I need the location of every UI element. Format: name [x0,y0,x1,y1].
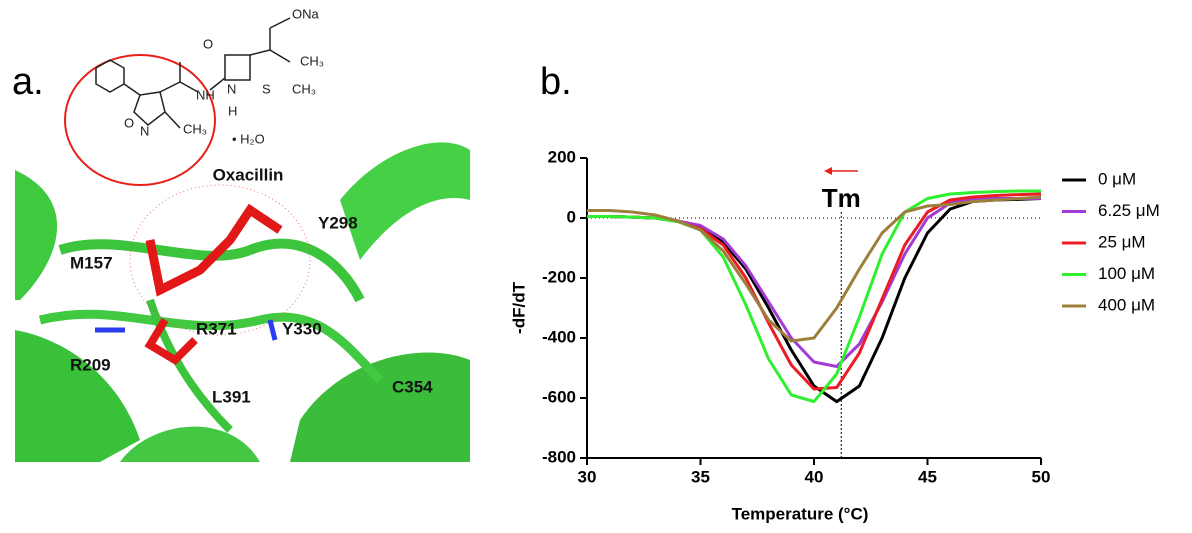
chem-label: O [203,36,213,51]
chem-label: CH₃ [300,53,324,68]
residue-label: Y298 [318,213,358,232]
y-tick-label: 200 [548,147,576,166]
y-tick-label: 0 [567,207,576,226]
y-tick-label: -800 [542,447,576,466]
x-tick-label: 45 [918,467,937,486]
chem-label: NH [196,87,215,102]
residue-label: C354 [392,377,433,396]
series-line [587,192,1042,391]
chemical-structure [95,17,291,129]
y-axis-label: -dF/dT [509,281,528,334]
series-line [587,195,1042,343]
y-tick-label: -600 [542,387,576,406]
residue-label: M157 [70,253,113,272]
x-tick-label: 30 [578,467,597,486]
chem-label: S [262,81,271,96]
panel-label: a. [12,61,44,103]
legend-label: 25 μM [1098,232,1146,251]
x-axis-label: Temperature (°C) [732,504,869,523]
series-line [587,197,1041,368]
legend-label: 6.25 μM [1098,201,1160,220]
chem-label: N [227,81,236,96]
residue-label: R371 [196,319,237,338]
x-tick-label: 40 [805,467,824,486]
legend-label: 100 μM [1098,264,1155,283]
chem-label: CH₃ [183,121,207,136]
x-tick-label: 35 [691,467,710,486]
tm-arrow-head [824,167,832,175]
protein-image [15,54,470,462]
chem-label: CH₃ [292,81,316,96]
residue-label: Y330 [282,319,322,338]
series-line [587,197,1042,404]
chem-label: ONa [292,6,320,21]
legend-label: 400 μM [1098,295,1155,314]
chem-label: H [228,103,237,118]
panel-label: b. [540,61,572,103]
series-line [587,189,1041,404]
chem-label: • H₂O [232,131,265,146]
residue-label: R209 [70,355,111,374]
y-tick-label: -400 [542,327,576,346]
tm-label: Tm [822,183,861,213]
x-tick-label: 50 [1032,467,1051,486]
residue-label: L391 [212,387,251,406]
legend-label: 0 μM [1098,169,1136,188]
y-tick-label: -200 [542,267,576,286]
chem-label: N [140,123,149,138]
ligand-label: Oxacillin [213,165,284,184]
chem-label: O [124,115,134,130]
